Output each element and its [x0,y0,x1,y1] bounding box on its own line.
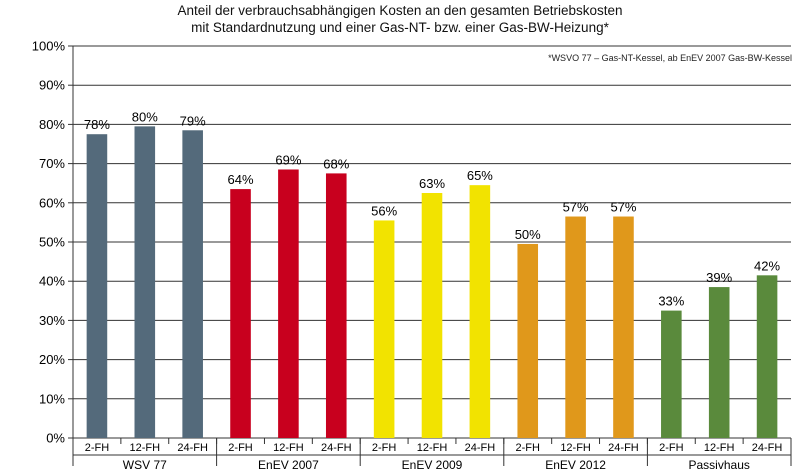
data-label: 42% [754,258,780,273]
x-category-label: 24-FH [608,442,639,454]
data-label: 78% [84,117,110,132]
data-label: 79% [180,113,206,128]
y-tick-label: 50% [39,235,65,250]
bar [373,220,395,438]
chart-footnote: *WSVO 77 – Gas-NT-Kessel, ab EnEV 2007 G… [548,53,792,63]
y-tick-label: 0% [46,431,65,446]
x-category-label: 24-FH [752,442,783,454]
bar [134,126,156,439]
x-group-label: EnEV 2009 [402,458,463,472]
data-label: 39% [706,270,732,285]
bar [565,216,586,438]
y-tick-label: 100% [32,39,66,54]
y-tick-label: 40% [39,274,65,289]
bar [708,287,730,438]
bar [613,216,634,438]
x-category-label: 24-FH [321,442,352,454]
bar [86,134,108,438]
data-label: 33% [658,294,684,309]
y-tick-label: 70% [39,156,65,171]
x-category-label: 12-FH [273,442,304,454]
bar [661,310,682,438]
x-category-label: 24-FH [177,442,208,454]
x-group-label: EnEV 2007 [258,458,319,472]
x-group-label: Passivhaus [689,458,750,472]
x-group-label: WSV 77 [123,458,167,472]
x-category-label: 2-FH [372,442,397,454]
data-label: 50% [515,227,541,242]
x-category-label: 12-FH [560,442,591,454]
data-label: 64% [228,172,254,187]
x-category-label: 12-FH [130,442,161,454]
data-label: 56% [371,203,397,218]
y-tick-label: 80% [39,117,65,132]
chart-title-line-2: mit Standardnutzung und einer Gas-NT- bz… [191,20,609,35]
data-label: 63% [419,176,445,191]
chart-title: Anteil der verbrauchsabhängigen Kosten a… [0,2,800,36]
bar [278,169,299,439]
data-label: 65% [467,168,493,183]
x-category-label: 12-FH [704,442,735,454]
x-category-label: 2-FH [516,442,541,454]
data-label: 80% [132,109,158,124]
chart-title-line-1: Anteil der verbrauchsabhängigen Kosten a… [177,3,623,18]
y-tick-label: 90% [39,78,65,93]
data-label: 57% [610,200,636,215]
y-tick-label: 10% [39,391,65,406]
x-category-label: 12-FH [417,442,448,454]
bar [182,130,203,438]
y-tick-label: 60% [39,195,65,210]
x-category-label: 2-FH [228,442,253,454]
y-tick-label: 20% [39,352,65,367]
x-category-label: 24-FH [465,442,496,454]
data-label: 57% [563,200,589,215]
x-category-label: 2-FH [85,442,110,454]
bar [517,243,539,438]
bar [421,193,443,438]
bar [469,185,491,438]
x-group-label: EnEV 2012 [545,458,606,472]
bar [756,275,778,438]
y-tick-label: 30% [39,313,65,328]
x-category-label: 2-FH [659,442,684,454]
bar [230,189,251,438]
bar [325,173,347,438]
data-label: 68% [323,156,349,171]
data-label: 69% [275,152,301,167]
